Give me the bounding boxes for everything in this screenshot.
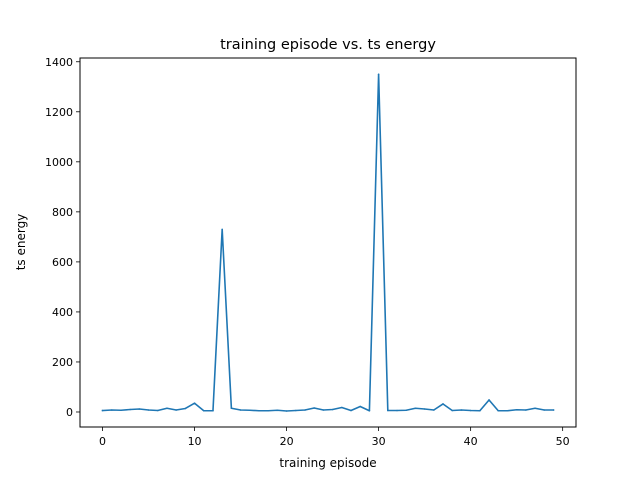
data-point (515, 408, 518, 411)
data-point (304, 409, 306, 411)
plot-frame (79, 57, 577, 428)
data-point (267, 409, 269, 412)
data-point (331, 408, 334, 411)
data-point (221, 228, 223, 231)
data-point (294, 409, 297, 412)
x-tick-label: 20 (280, 435, 294, 448)
data-point (460, 409, 463, 411)
data-point (543, 409, 546, 411)
data-point (359, 405, 362, 408)
data-point (101, 409, 104, 412)
data-point (442, 403, 444, 405)
data-point (525, 409, 527, 411)
y-tick-label: 1200 (45, 106, 73, 119)
data-point (138, 408, 141, 410)
data-point (248, 409, 251, 412)
x-tick-label: 50 (556, 435, 570, 448)
data-point (534, 407, 536, 410)
data-point (276, 409, 279, 412)
y-tick-label: 0 (66, 406, 73, 419)
x-tick-label: 10 (188, 435, 202, 448)
data-point (414, 407, 417, 410)
data-point (166, 407, 168, 410)
x-tick-label: 40 (464, 435, 478, 448)
series-line-0 (101, 73, 555, 412)
y-tick-label: 400 (52, 306, 73, 319)
data-point (313, 407, 316, 409)
data-point (423, 408, 426, 410)
data-point (212, 409, 214, 412)
data-point (350, 409, 352, 412)
data-point (258, 409, 260, 412)
y-tick-label: 200 (52, 356, 73, 369)
data-point (239, 409, 242, 411)
y-tick-label: 1400 (45, 56, 73, 69)
data-point (488, 399, 490, 401)
data-point (156, 409, 159, 412)
data-point (147, 409, 150, 411)
data-point (469, 409, 472, 412)
data-point (322, 409, 325, 411)
data-point (120, 409, 122, 412)
data-point (368, 409, 371, 412)
y-tick-label: 800 (52, 206, 73, 219)
data-point (341, 406, 343, 409)
data-point (110, 409, 113, 411)
plot-area (101, 73, 555, 412)
data-point (506, 409, 509, 412)
data-point (405, 409, 408, 412)
data-point (184, 407, 187, 410)
x-tick-label: 0 (99, 435, 106, 448)
x-axis-label: training episode (279, 456, 376, 470)
y-axis-label: ts energy (14, 214, 28, 271)
chart-title: training episode vs. ts energy (220, 37, 436, 53)
y-axis: 0 200 400 600 800 1000 1200 1400 (45, 56, 80, 419)
data-point (377, 73, 380, 76)
data-point (433, 409, 435, 411)
x-tick-label: 30 (372, 435, 386, 448)
data-point (175, 409, 177, 411)
data-point (396, 409, 398, 412)
data-point (129, 408, 131, 411)
data-point (451, 409, 454, 412)
y-tick-label: 1000 (45, 156, 73, 169)
data-point (479, 409, 481, 412)
y-tick-label: 600 (52, 256, 73, 269)
data-point (552, 409, 555, 411)
data-point (230, 407, 233, 410)
data-point (285, 410, 288, 412)
data-point (387, 409, 389, 412)
x-axis: 0 10 20 30 40 50 (99, 427, 570, 448)
data-point (193, 402, 196, 405)
data-point (202, 409, 205, 412)
data-point (497, 409, 500, 412)
